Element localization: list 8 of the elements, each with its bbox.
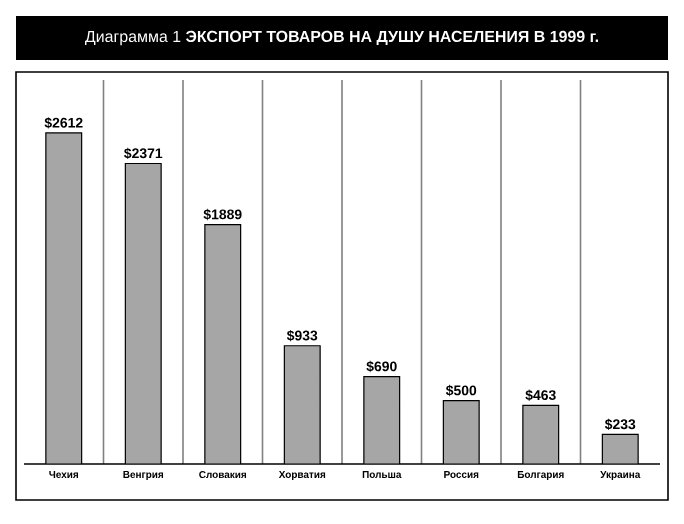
bar bbox=[442, 400, 480, 464]
bar bbox=[601, 433, 639, 464]
bar bbox=[522, 404, 560, 464]
bar bbox=[363, 375, 401, 464]
bar bbox=[283, 345, 321, 464]
bar bbox=[204, 223, 242, 464]
bar bbox=[45, 132, 83, 464]
bar bbox=[124, 162, 162, 464]
